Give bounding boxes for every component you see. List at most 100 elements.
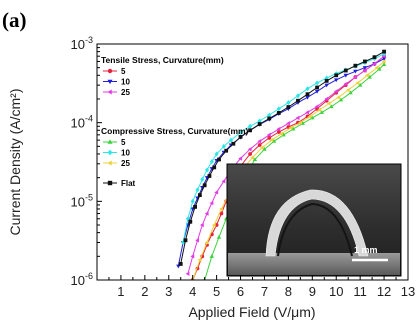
legend-label: 10 [121,78,130,87]
data-point [372,55,377,60]
data-point [276,126,281,132]
data-point [217,157,221,162]
data-point [252,157,258,162]
data-point [190,198,195,204]
data-point [267,136,272,140]
data-point [365,73,369,78]
data-point [195,238,199,243]
data-point [231,141,236,146]
data-point [204,240,209,245]
data-point [363,59,367,64]
data-point [381,57,387,61]
data-point [319,110,325,114]
data-point [343,68,348,73]
data-point [353,74,357,80]
data-point [190,254,195,259]
data-point [238,130,243,135]
data-point [204,167,210,173]
legend-marker [107,79,113,85]
x-tick-label: 3 [165,284,172,299]
data-point [221,179,226,184]
data-point [214,190,219,195]
y-tick-label: 10-6 [71,271,93,288]
data-point [333,89,338,94]
data-point [228,137,234,143]
legend-label: 25 [121,159,130,168]
data-point [317,107,322,113]
data-point [195,187,200,193]
x-tick-label: 10 [329,284,343,299]
x-tick-label: 8 [285,284,292,299]
data-point [276,130,281,134]
data-point [221,143,226,149]
sem-inset-substrate [228,253,400,275]
data-point [348,90,353,95]
data-point [324,78,329,83]
data-point [247,147,252,152]
data-point [238,156,243,161]
data-point [314,89,320,94]
x-tick-label: 6 [237,284,244,299]
data-point [326,101,331,106]
data-point [345,87,350,93]
data-point [248,152,253,156]
sem-inset: 1 mm [226,163,402,277]
data-point [382,49,386,54]
data-point [334,73,339,78]
legend-group-title: Tensile Stress, Curvature(mm) [101,55,224,65]
data-point [362,66,368,70]
legend-marker [107,180,113,186]
legend-marker [107,160,112,166]
series-2 [185,54,386,276]
data-point [305,95,310,100]
data-point [197,193,202,198]
data-point [307,114,312,119]
data-point [314,104,319,109]
data-point [193,204,197,209]
data-point [267,112,272,118]
data-point [296,98,300,103]
data-point [257,122,262,126]
data-point [343,73,348,78]
data-point [288,125,293,131]
y-tick-label: 10-5 [71,192,93,209]
data-point [207,174,212,178]
data-point [362,68,367,73]
x-tick-label: 9 [309,284,316,299]
sem-inset-arch [265,189,369,257]
data-point [324,75,329,81]
data-point [250,155,255,160]
data-point [200,176,205,182]
data-point [353,63,358,68]
legend-label: 5 [121,138,126,147]
x-tick-label: 2 [141,284,148,299]
data-point [286,121,290,126]
data-point [276,111,281,115]
data-point [276,106,281,112]
data-point [334,78,339,83]
data-point [219,206,223,212]
data-point [209,159,214,165]
legend-label: 10 [121,149,130,158]
x-tick-label: 5 [213,284,220,299]
data-point [197,257,202,263]
data-point [286,105,291,109]
data-point [324,83,329,88]
legend-marker [107,149,113,156]
scale-bar-label: 1 mm [354,245,378,255]
legend: Tensile Stress, Curvature(mm)51025Compre… [101,55,249,188]
data-point [295,115,300,121]
x-tick-label: 4 [189,284,196,299]
data-point [204,211,209,216]
data-point [374,65,379,70]
data-point [295,93,301,99]
data-point [185,271,190,276]
y-tick-label: 10-4 [71,114,93,131]
data-point [336,95,341,100]
data-point [183,238,188,243]
data-point [248,123,253,129]
legend-group-title: Compressive Stress, Curvature(mm) [101,126,249,136]
data-point [257,139,262,144]
